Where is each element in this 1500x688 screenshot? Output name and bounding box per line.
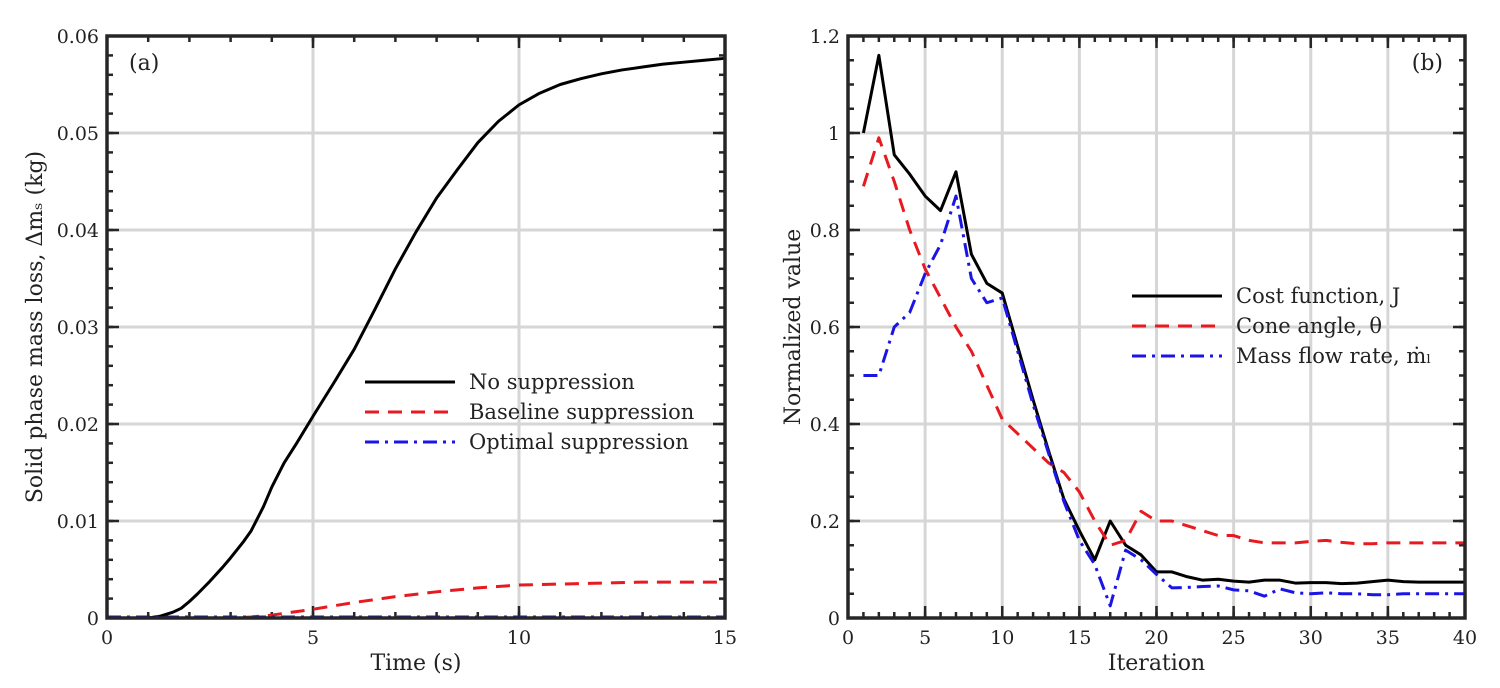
y-tick-label: 0.05 xyxy=(57,123,99,145)
x-tick-label: 10 xyxy=(990,627,1014,649)
legend: No suppression Baseline suppression Optima… xyxy=(365,370,694,454)
legend-label-1: Cost function, J xyxy=(1236,284,1400,308)
legend-label-3: Optimal suppression xyxy=(469,430,689,454)
series-line-2 xyxy=(861,136,1465,547)
series-line-1 xyxy=(861,53,1465,586)
y-tick-label: 0.2 xyxy=(810,511,840,533)
y-axis-label: Solid phase mass loss, Δmₛ (kg) xyxy=(23,151,48,503)
x-tick-label: 0 xyxy=(842,627,854,649)
y-tick-label: 0.01 xyxy=(57,511,99,533)
y-tick-label: 0.04 xyxy=(57,220,99,242)
series-line-3 xyxy=(863,194,1465,608)
panel-b: 0 5 10 15 20 25 30 35 40 0 0.2 0.4 0.6 0.8 1 1.2 Iterati… xyxy=(781,26,1477,676)
x-axis-label: Time (s) xyxy=(370,651,461,676)
y-tick-label: 1.2 xyxy=(810,26,840,48)
x-tick-label: 15 xyxy=(713,627,737,649)
panel-label: (b) xyxy=(1412,51,1443,76)
y-tick-label: 0.02 xyxy=(57,414,99,436)
axes-frame xyxy=(105,34,727,620)
x-tick-label: 20 xyxy=(1144,627,1168,649)
panel-label: (a) xyxy=(129,51,159,76)
x-tick-label: 15 xyxy=(1067,627,1091,649)
x-tick-label: 40 xyxy=(1453,627,1477,649)
y-tick-label: 0.03 xyxy=(57,317,99,339)
axes-frame xyxy=(846,34,1467,620)
y-tick-label: 0 xyxy=(828,608,840,630)
legend-label-2: Cone angle, θ xyxy=(1236,314,1382,338)
x-tick-label: 35 xyxy=(1376,627,1400,649)
panel-a: 0 5 10 15 0 0.01 0.02 0.03 0.04 0.05 0.06 Time (s) S… xyxy=(23,26,737,676)
x-tick-label: 30 xyxy=(1299,627,1323,649)
x-tick-label: 5 xyxy=(307,627,319,649)
y-tick-label: 0.6 xyxy=(810,317,840,339)
series-line-1 xyxy=(107,56,726,620)
legend-label-3: Mass flow rate, ṁₗ xyxy=(1236,344,1431,368)
y-tick-label: 0 xyxy=(87,608,99,630)
y-tick-label: 0.4 xyxy=(810,414,840,436)
legend-label-2: Baseline suppression xyxy=(469,400,694,424)
x-tick-label: 0 xyxy=(101,627,113,649)
legend-label-1: No suppression xyxy=(469,370,635,394)
x-tick-label: 10 xyxy=(507,627,531,649)
y-tick-label: 0.06 xyxy=(57,26,99,48)
y-tick-label: 0.8 xyxy=(810,220,840,242)
legend: Cost function, J Cone angle, θ Mass flow r… xyxy=(1132,284,1431,368)
y-axis-label: Normalized value xyxy=(781,229,806,426)
x-tick-label: 25 xyxy=(1222,627,1246,649)
y-tick-label: 1 xyxy=(828,123,840,145)
x-axis-label: Iteration xyxy=(1108,651,1205,676)
x-tick-label: 5 xyxy=(919,627,931,649)
